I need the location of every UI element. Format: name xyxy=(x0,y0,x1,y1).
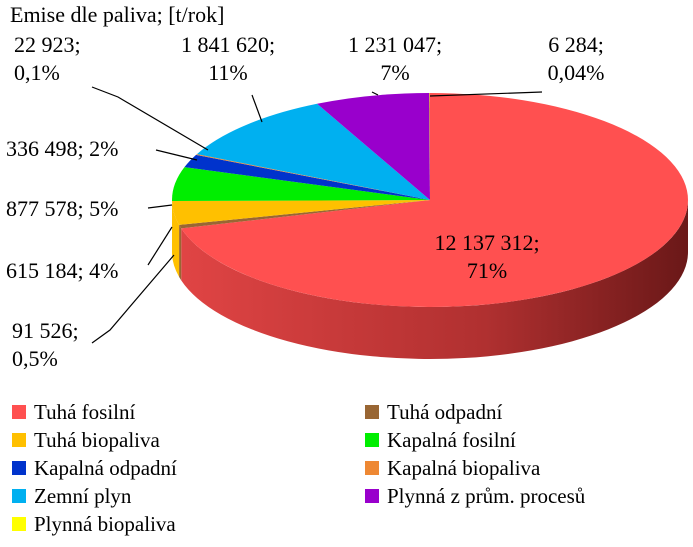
legend-label-tuha-fosilni: Tuhá fosilní xyxy=(34,400,135,424)
data-label-value-kapalna-fosilni: 877 578; 5% xyxy=(6,196,118,221)
data-label-value-tuha-biopaliva: 615 184; 4% xyxy=(6,258,118,283)
legend-swatch-kapalna-fosilni xyxy=(365,433,379,447)
legend-label-plynna-z-prum-procesu: Plynná z prům. procesů xyxy=(387,484,586,508)
legend-label-tuha-biopaliva: Tuhá biopaliva xyxy=(34,428,160,452)
leader-line-zemni-plyn xyxy=(252,95,262,122)
chart-title: Emise dle paliva; [t/rok] xyxy=(10,2,224,27)
legend-swatch-plynna-biopaliva xyxy=(12,517,26,531)
data-label-value-kapalna-biopaliva: 22 923; xyxy=(14,32,81,57)
pie-side-tuha-odpadni xyxy=(179,225,181,280)
legend-swatch-tuha-fosilni xyxy=(12,405,26,419)
data-label-percent-zemni-plyn: 11% xyxy=(208,60,248,85)
legend-swatch-tuha-odpadni xyxy=(365,405,379,419)
data-label-value-zemni-plyn: 1 841 620; xyxy=(181,32,275,57)
legend-swatch-plynna-z-prum-procesu xyxy=(365,489,379,503)
data-label-percent-plynna-biopaliva: 0,04% xyxy=(548,60,605,85)
legend-swatch-kapalna-biopaliva xyxy=(365,461,379,475)
legend-label-kapalna-biopaliva: Kapalná biopaliva xyxy=(387,456,541,480)
legend-label-kapalna-fosilni: Kapalná fosilní xyxy=(387,428,516,452)
legend-label-plynna-biopaliva: Plynná biopaliva xyxy=(34,512,176,536)
legend-swatch-tuha-biopaliva xyxy=(12,433,26,447)
data-label-value-tuha-odpadni: 91 526; xyxy=(12,318,79,343)
data-label-percent-tuha-odpadni: 0,5% xyxy=(12,346,58,371)
leader-line-tuha-biopaliva xyxy=(148,227,172,265)
legend-swatch-zemni-plyn xyxy=(12,489,26,503)
legend: Tuhá fosilní Tuhá odpadní Tuhá biopaliva Ka… xyxy=(12,400,586,536)
legend-label-kapalna-odpadni: Kapalná odpadní xyxy=(34,456,177,480)
leader-line-kapalna-fosilni xyxy=(148,205,172,208)
data-label-value-kapalna-odpadni: 336 498; 2% xyxy=(6,136,118,161)
data-label-percent-kapalna-biopaliva: 0,1% xyxy=(14,60,60,85)
legend-label-zemni-plyn: Zemní plyn xyxy=(34,484,132,508)
data-label-percent-tuha-fosilni: 71% xyxy=(467,258,507,283)
data-label-value-tuha-fosilni: 12 137 312; xyxy=(434,230,539,255)
pie-slices xyxy=(172,93,688,307)
legend-label-tuha-odpadni: Tuhá odpadní xyxy=(387,400,502,424)
leader-line-plynna-z-prum-procesu xyxy=(372,92,378,95)
leader-line-kapalna-odpadni xyxy=(156,150,197,160)
legend-swatch-kapalna-odpadni xyxy=(12,461,26,475)
data-label-value-plynna-z-prum-procesu: 1 231 047; xyxy=(348,32,442,57)
data-label-percent-plynna-z-prum-procesu: 7% xyxy=(380,60,409,85)
data-label-value-plynna-biopaliva: 6 284; xyxy=(548,32,604,57)
